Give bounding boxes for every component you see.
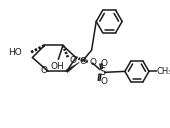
Text: O: O (80, 57, 87, 66)
Text: CH₃: CH₃ (156, 67, 170, 76)
Text: S: S (100, 67, 106, 77)
Polygon shape (66, 62, 80, 73)
Text: O: O (89, 58, 96, 67)
Text: O: O (100, 59, 107, 68)
Text: O: O (41, 66, 48, 75)
Text: O: O (100, 77, 107, 86)
Text: HO: HO (8, 48, 22, 57)
Text: OH: OH (50, 62, 64, 71)
Text: O: O (70, 56, 77, 65)
